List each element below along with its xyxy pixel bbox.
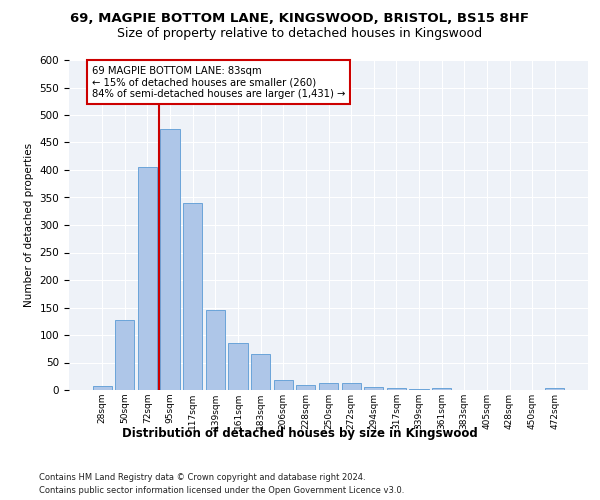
Bar — [545, 388, 565, 390]
Bar — [432, 388, 451, 390]
Text: 69 MAGPIE BOTTOM LANE: 83sqm
← 15% of detached houses are smaller (260)
84% of s: 69 MAGPIE BOTTOM LANE: 83sqm ← 15% of de… — [92, 66, 346, 98]
Text: Distribution of detached houses by size in Kingswood: Distribution of detached houses by size … — [122, 428, 478, 440]
Bar — [206, 310, 225, 390]
Text: Contains HM Land Registry data © Crown copyright and database right 2024.: Contains HM Land Registry data © Crown c… — [39, 472, 365, 482]
Bar — [296, 384, 316, 390]
Bar — [274, 380, 293, 390]
Y-axis label: Number of detached properties: Number of detached properties — [24, 143, 34, 307]
Bar — [387, 388, 406, 390]
Bar — [160, 128, 180, 390]
Bar — [138, 167, 157, 390]
Bar — [115, 320, 134, 390]
Bar — [319, 383, 338, 390]
Bar — [92, 386, 112, 390]
Bar — [251, 354, 270, 390]
Bar — [229, 343, 248, 390]
Text: 69, MAGPIE BOTTOM LANE, KINGSWOOD, BRISTOL, BS15 8HF: 69, MAGPIE BOTTOM LANE, KINGSWOOD, BRIST… — [71, 12, 530, 26]
Bar — [364, 386, 383, 390]
Bar — [341, 383, 361, 390]
Text: Size of property relative to detached houses in Kingswood: Size of property relative to detached ho… — [118, 28, 482, 40]
Text: Contains public sector information licensed under the Open Government Licence v3: Contains public sector information licen… — [39, 486, 404, 495]
Bar — [183, 203, 202, 390]
